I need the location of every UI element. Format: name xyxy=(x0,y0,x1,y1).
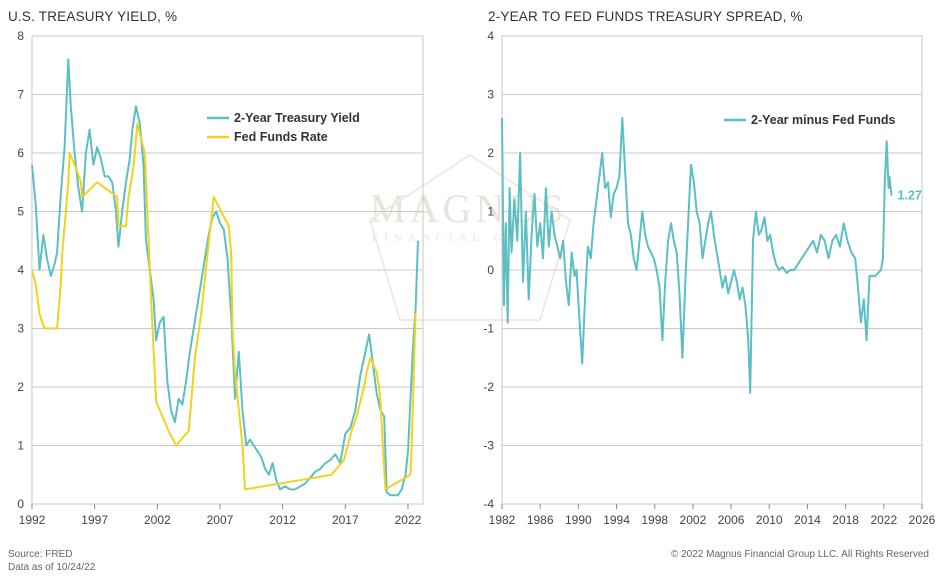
legend-label-0-1: Fed Funds Rate xyxy=(234,130,328,144)
data-as-of-note: Data as of 10/24/22 xyxy=(8,562,96,573)
x-tick-label-1-9: 2018 xyxy=(832,513,859,527)
x-tick-label-0-4: 2012 xyxy=(269,513,296,527)
x-tick-label-0-0: 1992 xyxy=(19,513,46,527)
y-tick-label-1-7: 3 xyxy=(487,88,494,102)
x-tick-label-1-6: 2006 xyxy=(718,513,745,527)
source-note: Source: FRED xyxy=(8,549,73,560)
x-tick-label-0-1: 1997 xyxy=(81,513,108,527)
series-line-0-1 xyxy=(31,122,417,491)
y-tick-label-0-7: 7 xyxy=(17,88,24,102)
y-tick-label-0-3: 3 xyxy=(17,322,24,336)
x-tick-label-1-7: 2010 xyxy=(756,513,783,527)
x-tick-label-0-5: 2017 xyxy=(332,513,359,527)
series-line-1-0 xyxy=(501,116,893,394)
y-tick-label-1-1: -3 xyxy=(483,439,494,453)
copyright-note: © 2022 Magnus Financial Group LLC. All R… xyxy=(670,549,929,560)
legend-label-0-0: 2-Year Treasury Yield xyxy=(234,111,360,125)
y-tick-label-1-5: 1 xyxy=(487,205,494,219)
watermark-logo-text: MAGNUS xyxy=(370,186,568,231)
y-tick-label-0-0: 0 xyxy=(17,497,24,511)
x-tick-label-0-6: 2022 xyxy=(395,513,422,527)
x-tick-label-1-5: 2002 xyxy=(680,513,707,527)
x-tick-label-1-3: 1994 xyxy=(603,513,630,527)
x-tick-label-1-0: 1982 xyxy=(489,513,516,527)
x-tick-label-1-4: 1998 xyxy=(641,513,668,527)
y-tick-label-1-2: -2 xyxy=(483,380,494,394)
y-tick-label-1-8: 4 xyxy=(487,29,494,43)
y-tick-label-1-0: -4 xyxy=(483,497,494,511)
x-tick-label-1-2: 1990 xyxy=(565,513,592,527)
y-tick-label-0-6: 6 xyxy=(17,146,24,160)
annotation-label-1-0: 1.27 xyxy=(897,189,921,203)
y-tick-label-1-4: 0 xyxy=(487,263,494,277)
y-tick-label-0-5: 5 xyxy=(17,205,24,219)
y-tick-label-0-4: 4 xyxy=(17,263,24,277)
y-tick-label-0-8: 8 xyxy=(17,29,24,43)
y-tick-label-0-2: 2 xyxy=(17,380,24,394)
x-tick-label-1-11: 2026 xyxy=(909,513,936,527)
legend-label-1-0: 2-Year minus Fed Funds xyxy=(751,113,896,127)
x-tick-label-1-1: 1986 xyxy=(527,513,554,527)
series-line-0-0 xyxy=(31,58,419,497)
y-tick-label-1-3: -1 xyxy=(483,322,494,336)
right-chart-title: 2-YEAR TO FED FUNDS TREASURY SPREAD, % xyxy=(488,9,803,24)
y-tick-label-1-6: 2 xyxy=(487,146,494,160)
x-tick-label-1-10: 2022 xyxy=(870,513,897,527)
x-tick-label-0-2: 2002 xyxy=(144,513,171,527)
x-tick-label-0-3: 2007 xyxy=(207,513,234,527)
x-tick-label-1-8: 2014 xyxy=(794,513,821,527)
y-tick-label-0-1: 1 xyxy=(17,439,24,453)
left-chart-title: U.S. TREASURY YIELD, % xyxy=(8,9,178,24)
